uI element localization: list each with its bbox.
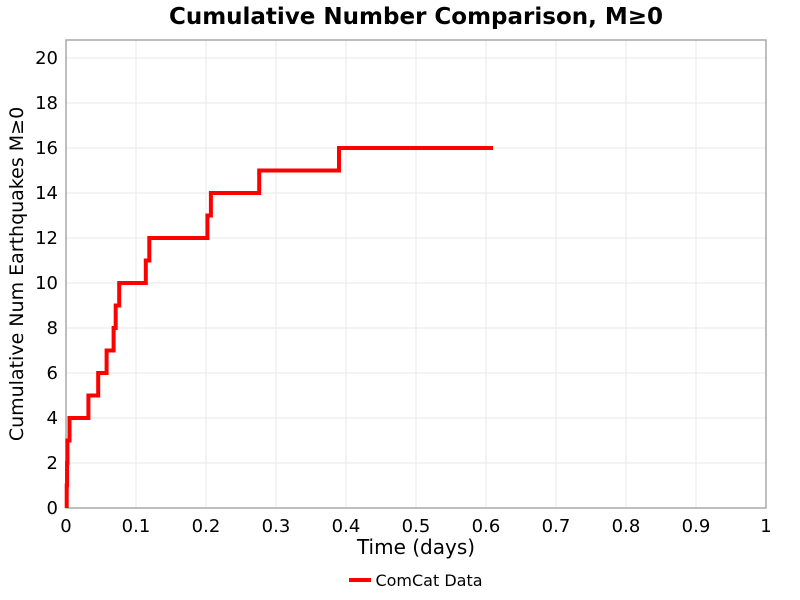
- legend: ComCat Data: [66, 569, 766, 591]
- x-tick-label: 0.9: [682, 516, 711, 537]
- legend-line-sample: [349, 578, 372, 582]
- y-tick-label: 8: [47, 318, 58, 339]
- x-tick-label: 0.8: [612, 516, 641, 537]
- y-tick-label: 2: [47, 453, 58, 474]
- x-tick-label: 0.7: [542, 516, 571, 537]
- y-tick-label: 16: [35, 138, 58, 159]
- y-tick-label: 10: [35, 273, 58, 294]
- y-tick-label: 12: [35, 228, 58, 249]
- y-axis-label: Cumulative Num Earthquakes M≥0: [6, 106, 28, 442]
- x-tick-label: 1: [760, 516, 771, 537]
- chart-title: Cumulative Number Comparison, M≥0: [168, 4, 664, 30]
- y-tick-label: 18: [35, 93, 58, 114]
- legend-label: ComCat Data: [375, 570, 483, 590]
- x-tick-label: 0.1: [122, 516, 151, 537]
- x-tick-label: 0.2: [192, 516, 221, 537]
- series-line-comcat-data: [64, 146, 493, 508]
- x-tick-label: 0: [60, 516, 71, 537]
- x-tick-label: 0.5: [402, 516, 431, 537]
- y-tick-label: 0: [47, 498, 58, 519]
- x-axis-label: Time (days): [356, 535, 476, 559]
- x-tick-label: 0.4: [332, 516, 361, 537]
- x-tick-label: 0.6: [472, 516, 501, 537]
- y-tick-label: 4: [47, 408, 58, 429]
- y-tick-label: 14: [35, 183, 58, 204]
- plot-border: [65, 39, 767, 509]
- y-tick-label: 20: [35, 48, 58, 69]
- x-tick-label: 0.3: [262, 516, 291, 537]
- y-tick-label: 6: [47, 363, 58, 384]
